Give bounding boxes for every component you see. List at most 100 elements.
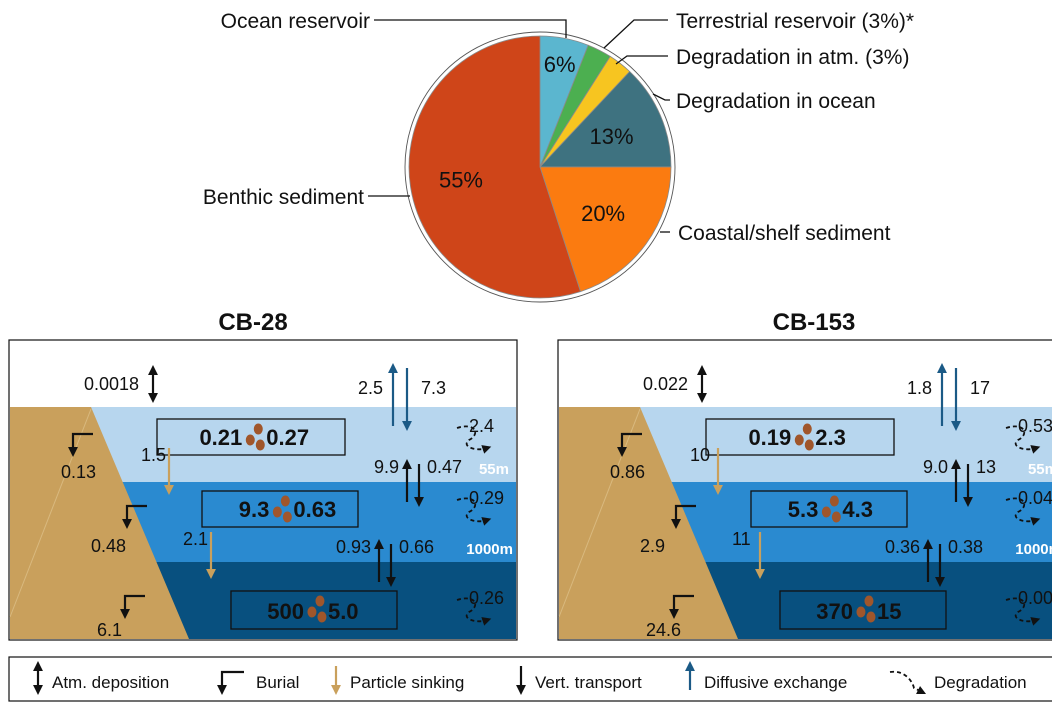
particle-icon xyxy=(804,439,814,451)
legend-burial: Burial xyxy=(256,673,299,692)
degradation-arrow xyxy=(456,597,492,626)
particle-icon xyxy=(272,506,282,518)
particle-icon xyxy=(317,611,327,623)
legend-frame xyxy=(8,656,1052,702)
burial-value: 2.9 xyxy=(640,536,665,556)
particle-concentration: 5.0 xyxy=(328,599,359,624)
burial-arrow xyxy=(122,504,147,529)
vert-transport-up-value: 9.9 xyxy=(374,457,399,477)
particle-sinking-value: 10 xyxy=(690,445,710,465)
concentration-box xyxy=(201,490,359,528)
particle-icon xyxy=(282,511,292,523)
vert-transport-up-value: 9.0 xyxy=(923,457,948,477)
vert-transport-down-value: 13 xyxy=(976,457,996,477)
particle-icon xyxy=(307,606,317,618)
burial-value: 24.6 xyxy=(646,620,681,640)
legend-particle-sinking: Particle sinking xyxy=(350,673,464,692)
panel-cb-153: CB-153 55m 1000m 0.022 1.8 17 0.19 2.3 0.53 0.86 1… xyxy=(557,309,1052,641)
particle-icon xyxy=(866,611,876,623)
pie-chart: 6% 13% 20% 55% xyxy=(404,31,676,303)
pie-value-label: 20% xyxy=(581,201,625,226)
legend: Atm. deposition Burial Particle sinking Ver… xyxy=(8,656,1052,702)
dissolved-concentration: 0.19 xyxy=(748,425,791,450)
degradation-value: 0.0045 xyxy=(1018,588,1052,608)
legend-burial-icon xyxy=(217,670,244,695)
atm-deposition-value: 0.0018 xyxy=(84,374,139,394)
diffusive-up-value: 1.8 xyxy=(907,378,932,398)
dissolved-concentration: 370 xyxy=(816,599,853,624)
legend-degradation-icon xyxy=(889,670,927,695)
panel-cb-28: CB-28 55m 1000m 0.0018 2.5 7.3 0.21 0.27 2.4 0.13… xyxy=(8,309,518,641)
degradation-value: 0.26 xyxy=(469,588,504,608)
particle-icon xyxy=(245,434,255,446)
pie-slice-label: Ocean reservoir xyxy=(221,10,370,33)
dissolved-concentration: 0.21 xyxy=(199,425,242,450)
pie-leader-line xyxy=(374,19,567,38)
pie-leader-line xyxy=(603,19,668,49)
diffusive-down-value: 7.3 xyxy=(421,378,446,398)
degradation-arrow xyxy=(456,497,492,526)
pie-labels: Ocean reservoir Terrestrial reservoir (3%… xyxy=(203,10,914,245)
concentration-box xyxy=(230,590,398,630)
depth-label: 1000m xyxy=(1015,541,1052,558)
particle-concentration: 4.3 xyxy=(842,497,873,522)
concentration-box xyxy=(705,418,895,456)
pie-slice xyxy=(539,70,672,168)
panel-title: CB-153 xyxy=(773,309,856,336)
particle-icon xyxy=(280,495,290,507)
pie-slice xyxy=(539,166,672,293)
legend-degradation: Degradation xyxy=(934,673,1027,692)
depth-label: 1000m xyxy=(466,541,513,558)
pie-leader-line xyxy=(652,93,670,101)
vert-transport-up-value: 0.93 xyxy=(336,537,371,557)
pie-leader-line xyxy=(615,55,668,65)
particle-icon xyxy=(829,495,839,507)
vert-transport-down-value: 0.66 xyxy=(399,537,434,557)
degradation-value: 0.53 xyxy=(1018,416,1052,436)
degradation-arrow xyxy=(1005,597,1041,626)
degradation-value: 0.048 xyxy=(1018,488,1052,508)
dissolved-concentration: 500 xyxy=(267,599,304,624)
degradation-value: 2.4 xyxy=(469,416,494,436)
particle-icon xyxy=(856,606,866,618)
legend-atm-deposition: Atm. deposition xyxy=(52,673,169,692)
degradation-arrow xyxy=(456,425,492,454)
pie-slice-label: Degradation in atm. (3%) xyxy=(676,46,909,69)
particle-sinking-value: 1.5 xyxy=(141,445,166,465)
particle-icon xyxy=(864,595,874,607)
burial-value: 0.13 xyxy=(61,462,96,482)
particle-icon xyxy=(831,511,841,523)
concentration-box xyxy=(750,490,908,528)
pie-slice-label: Coastal/shelf sediment xyxy=(678,222,891,245)
particle-icon xyxy=(253,423,263,435)
particle-icon xyxy=(255,439,265,451)
depth-label: 55m xyxy=(1028,461,1052,478)
burial-arrow xyxy=(669,594,694,619)
pie-value-label: 13% xyxy=(590,124,634,149)
degradation-value: 0.29 xyxy=(469,488,504,508)
shelf-highlight xyxy=(9,408,92,618)
diffusive-down-value: 17 xyxy=(970,378,990,398)
degradation-arrow xyxy=(1005,425,1041,454)
pie-slice xyxy=(408,35,581,299)
pie-slice-label: Benthic sediment xyxy=(203,186,364,209)
burial-arrow xyxy=(120,594,145,619)
vert-transport-down-value: 0.47 xyxy=(427,457,462,477)
legend-vert-transport: Vert. transport xyxy=(535,673,642,692)
shelf-sediment xyxy=(10,407,189,639)
burial-value: 0.86 xyxy=(610,462,645,482)
diffusive-up-value: 2.5 xyxy=(358,378,383,398)
particle-icon xyxy=(821,506,831,518)
atm-deposition-value: 0.022 xyxy=(643,374,688,394)
burial-arrow xyxy=(617,432,642,457)
dissolved-concentration: 9.3 xyxy=(239,497,270,522)
vert-transport-up-value: 0.36 xyxy=(885,537,920,557)
pie-value-label: 55% xyxy=(439,168,483,193)
pie-value-label: 6% xyxy=(544,52,576,77)
pie-slice-label: Degradation in ocean xyxy=(676,90,876,113)
depth-label: 55m xyxy=(479,461,509,478)
burial-arrow xyxy=(68,432,93,457)
particle-concentration: 0.63 xyxy=(293,497,336,522)
burial-arrow xyxy=(671,504,696,529)
